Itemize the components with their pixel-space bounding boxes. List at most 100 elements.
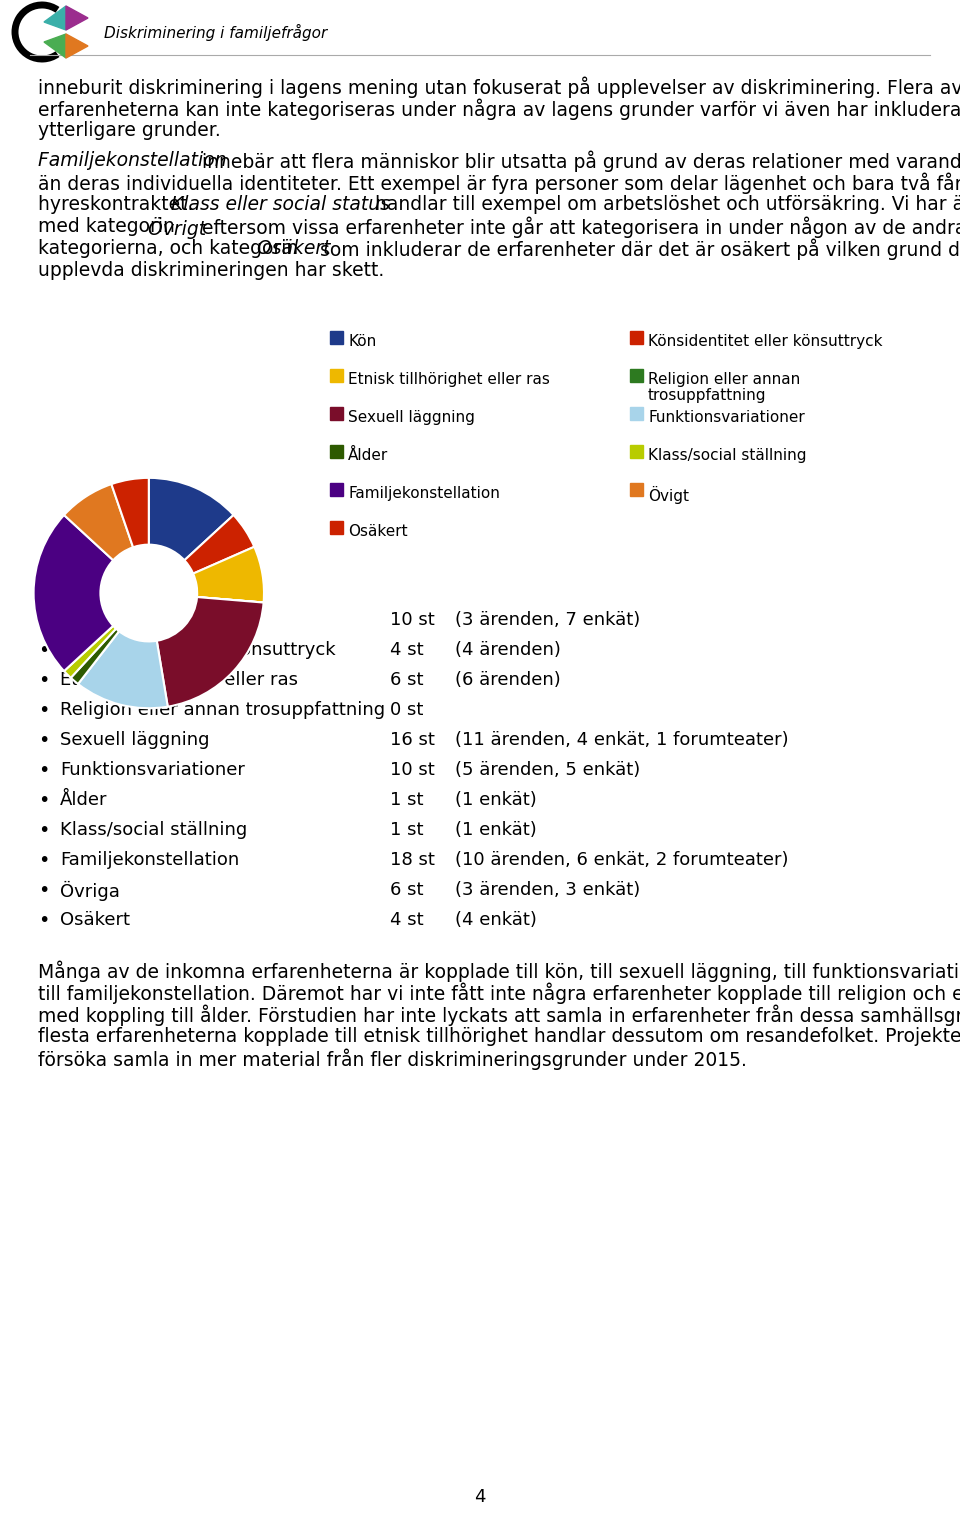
Wedge shape [156, 597, 264, 707]
Text: hyreskontraktet.: hyreskontraktet. [38, 195, 200, 214]
Text: Sexuell läggning: Sexuell läggning [348, 411, 475, 425]
Text: Osäkert: Osäkert [257, 240, 337, 258]
Text: med kategorin: med kategorin [38, 217, 180, 237]
Text: (4 ärenden): (4 ärenden) [455, 641, 561, 660]
Polygon shape [66, 6, 88, 31]
Text: 4: 4 [474, 1487, 486, 1506]
Text: Klass/social ställning: Klass/social ställning [60, 822, 248, 838]
Text: (1 enkät): (1 enkät) [455, 822, 537, 838]
Text: än deras individuella identiteter. Ett exempel är fyra personer som delar lägenh: än deras individuella identiteter. Ett e… [38, 173, 960, 194]
Text: 1 st: 1 st [390, 791, 423, 809]
Text: 4 st: 4 st [390, 912, 423, 928]
Wedge shape [34, 515, 113, 670]
Text: Klass eller social status: Klass eller social status [171, 195, 396, 214]
Text: Etnisk tillhörighet eller ras: Etnisk tillhörighet eller ras [60, 670, 298, 689]
Text: •: • [38, 611, 49, 631]
Text: Diskriminering i familjefrågor: Diskriminering i familjefrågor [104, 23, 327, 41]
Text: •: • [38, 670, 49, 690]
Text: Funktionsvariationer: Funktionsvariationer [60, 760, 245, 779]
Text: (3 ärenden, 7 enkät): (3 ärenden, 7 enkät) [455, 611, 640, 629]
Wedge shape [111, 478, 149, 547]
Polygon shape [44, 34, 66, 58]
Text: Sexuell läggning: Sexuell läggning [60, 731, 209, 750]
Bar [330, 370, 343, 382]
Text: Familjekonstellation: Familjekonstellation [60, 851, 239, 869]
Text: Religion eller annan trosuppfattning: Religion eller annan trosuppfattning [60, 701, 385, 719]
Wedge shape [64, 484, 133, 560]
Text: Övrigt: Övrigt [148, 217, 212, 240]
Text: 18 st: 18 st [390, 851, 435, 869]
Text: Könsidentitet eller könsuttryck: Könsidentitet eller könsuttryck [648, 334, 882, 350]
Text: 6 st: 6 st [390, 881, 423, 899]
Wedge shape [71, 629, 119, 684]
Text: (4 enkät): (4 enkät) [455, 912, 537, 928]
Text: Övigt: Övigt [648, 486, 689, 504]
Wedge shape [193, 547, 264, 603]
Text: flesta erfarenheterna kopplade till etnisk tillhörighet handlar dessutom om resa: flesta erfarenheterna kopplade till etni… [38, 1028, 960, 1046]
Text: (10 ärenden, 6 enkät, 2 forumteater): (10 ärenden, 6 enkät, 2 forumteater) [455, 851, 788, 869]
Text: •: • [38, 731, 49, 750]
Bar [630, 483, 643, 496]
Text: Klass/social ställning: Klass/social ställning [648, 447, 806, 463]
Text: •: • [38, 760, 49, 780]
Text: Ålder: Ålder [348, 447, 388, 463]
Text: erfarenheterna kan inte kategoriseras under några av lagens grunder varför vi äv: erfarenheterna kan inte kategoriseras un… [38, 99, 960, 121]
Bar [630, 408, 643, 420]
Text: (3 ärenden, 3 enkät): (3 ärenden, 3 enkät) [455, 881, 640, 899]
Text: Etnisk tillhörighet eller ras: Etnisk tillhörighet eller ras [348, 373, 550, 386]
Text: (6 ärenden): (6 ärenden) [455, 670, 561, 689]
Bar [330, 483, 343, 496]
Text: 0 st: 0 st [390, 701, 423, 719]
Wedge shape [78, 631, 168, 709]
Bar [630, 331, 643, 344]
Text: 10 st: 10 st [390, 760, 435, 779]
Text: Familjekonstellation: Familjekonstellation [38, 151, 232, 169]
Text: upplevda diskrimineringen har skett.: upplevda diskrimineringen har skett. [38, 261, 391, 279]
Bar [330, 521, 343, 534]
Text: •: • [38, 851, 49, 870]
Text: Osäkert: Osäkert [348, 524, 408, 539]
Text: Familjekonstellation: Familjekonstellation [348, 486, 500, 501]
Polygon shape [44, 6, 66, 31]
Text: som inkluderar de erfarenheter där det är osäkert på vilken grund den: som inkluderar de erfarenheter där det ä… [320, 240, 960, 261]
Text: innebär att flera människor blir utsatta på grund av deras relationer med varand: innebär att flera människor blir utsatta… [203, 151, 960, 173]
Text: •: • [38, 641, 49, 660]
Text: försöka samla in mer material från fler diskrimineringsgrunder under 2015.: försöka samla in mer material från fler … [38, 1049, 747, 1070]
Text: Kön: Kön [348, 334, 376, 350]
Text: Övriga: Övriga [60, 881, 120, 901]
Wedge shape [149, 478, 233, 560]
Text: 16 st: 16 st [390, 731, 435, 750]
Text: Ålder: Ålder [60, 791, 108, 809]
Text: •: • [38, 881, 49, 899]
Wedge shape [64, 626, 116, 678]
Text: •: • [38, 912, 49, 930]
Text: med koppling till ålder. Förstudien har inte lyckats att samla in erfarenheter f: med koppling till ålder. Förstudien har … [38, 1005, 960, 1026]
Text: Osäkert: Osäkert [60, 912, 130, 928]
Wedge shape [184, 515, 254, 574]
Text: Kön: Kön [60, 611, 93, 629]
Text: Funktionsvariationer: Funktionsvariationer [648, 411, 804, 425]
Text: •: • [38, 701, 49, 721]
Text: eftersom vissa erfarenheter inte går att kategorisera in under någon av de andra: eftersom vissa erfarenheter inte går att… [203, 217, 960, 238]
Text: 10 st: 10 st [390, 611, 435, 629]
Text: •: • [38, 791, 49, 809]
Text: (1 enkät): (1 enkät) [455, 791, 537, 809]
Text: inneburit diskriminering i lagens mening utan fokuserat på upplevelser av diskri: inneburit diskriminering i lagens mening… [38, 76, 960, 99]
Bar [330, 444, 343, 458]
Text: (11 ärenden, 4 enkät, 1 forumteater): (11 ärenden, 4 enkät, 1 forumteater) [455, 731, 788, 750]
Bar [630, 444, 643, 458]
Text: 4 st: 4 st [390, 641, 423, 660]
Text: •: • [38, 822, 49, 840]
Text: 1 st: 1 st [390, 822, 423, 838]
Text: trosuppfattning: trosuppfattning [648, 388, 766, 403]
Text: kategorierna, och kategorin: kategorierna, och kategorin [38, 240, 304, 258]
Polygon shape [66, 34, 88, 58]
Text: Många av de inkomna erfarenheterna är kopplade till kön, till sexuell läggning, : Många av de inkomna erfarenheterna är ko… [38, 960, 960, 982]
Text: 6 st: 6 st [390, 670, 423, 689]
Text: Könsidentitet eller könsuttryck: Könsidentitet eller könsuttryck [60, 641, 336, 660]
Bar [330, 408, 343, 420]
Text: Religion eller annan: Religion eller annan [648, 373, 801, 386]
Text: till familjekonstellation. Däremot har vi inte fått inte några erfarenheter kopp: till familjekonstellation. Däremot har v… [38, 983, 960, 1005]
Text: ytterligare grunder.: ytterligare grunder. [38, 121, 221, 140]
Text: (5 ärenden, 5 enkät): (5 ärenden, 5 enkät) [455, 760, 640, 779]
